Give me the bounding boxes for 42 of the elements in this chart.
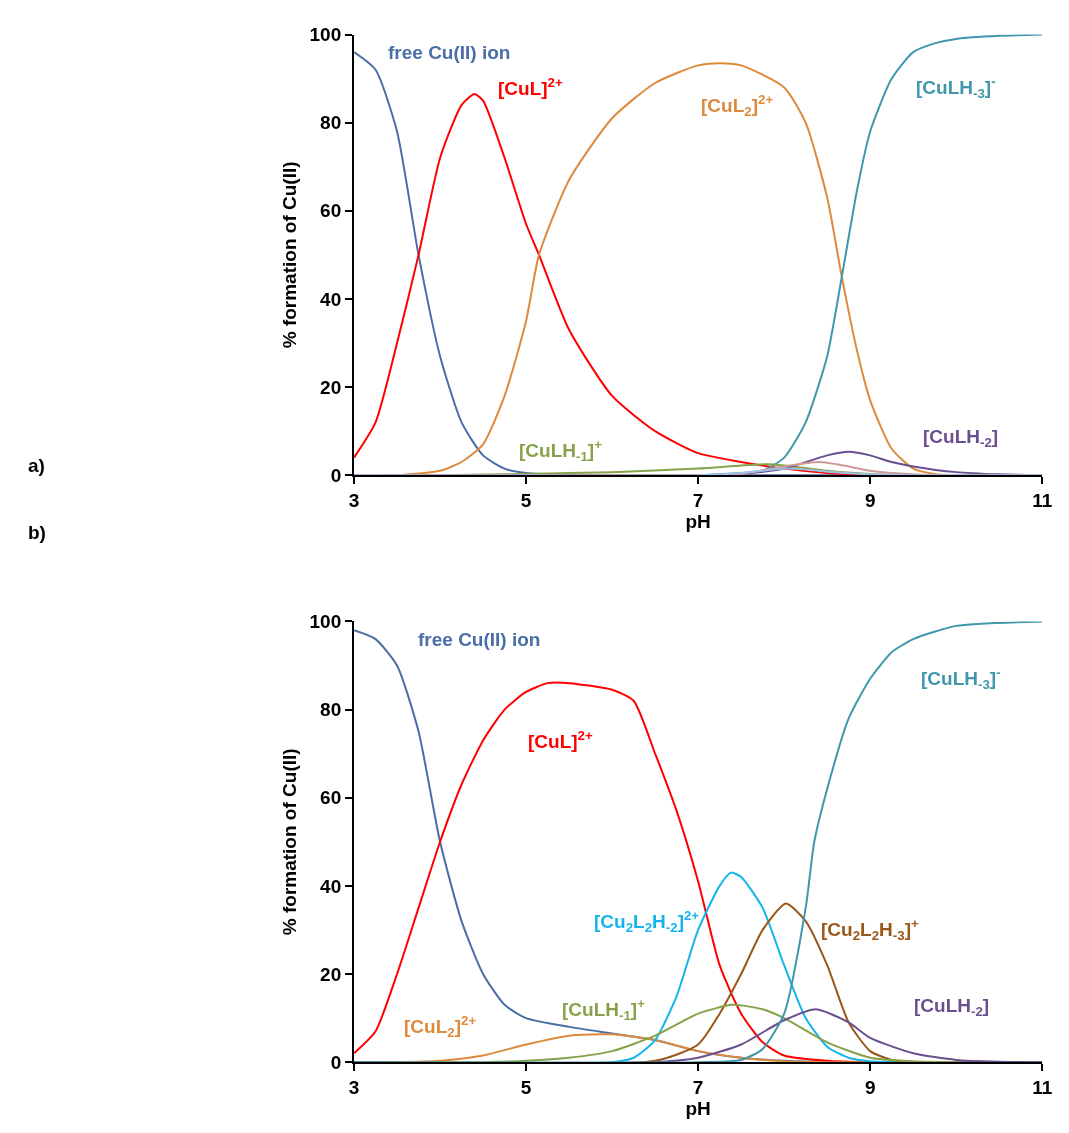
x-tick-label: 7: [692, 490, 704, 512]
x-tick-label: 9: [864, 490, 876, 512]
y-axis-title: % formation of Cu(II): [278, 161, 300, 349]
series-label: [Cu$_{2}$L$_{2}$H$_{-2}$]$^{2+}$: [594, 908, 700, 935]
series-label: free Cu(II) ion: [388, 42, 511, 63]
y-tick-label: 60: [320, 200, 342, 222]
series-label: [CuLH$_{-3}$]$^{-}$: [921, 665, 1001, 692]
y-tick-label: 0: [330, 1051, 342, 1073]
x-tick-label: 5: [520, 490, 532, 512]
y-tick-label: 80: [320, 112, 342, 134]
y-tick-label: 100: [309, 611, 342, 633]
series-label: [CuLH$_{-1}$]$^{+}$: [519, 437, 603, 464]
series-label: [CuLH$_{-2}$]: [923, 426, 999, 450]
x-axis-title: pH: [685, 1097, 711, 1119]
text: b): [28, 522, 46, 543]
x-tick-label: 3: [348, 490, 360, 512]
series-label: [CuLH$_{-3}$]$^{-}$: [916, 74, 996, 101]
x-tick-label: 11: [1032, 490, 1053, 512]
y-tick-label: 0: [330, 464, 342, 486]
series-label: [CuL]$^{2+}$: [498, 75, 563, 99]
y-tick-label: 40: [320, 875, 342, 897]
series-label: [CuLH$_{-2}$]: [914, 995, 990, 1019]
series-label: free Cu(II) ion: [418, 629, 541, 650]
y-tick-label: 60: [320, 787, 342, 809]
y-axis-title: % formation of Cu(II): [278, 748, 300, 936]
text: a): [28, 455, 45, 476]
series-label: [CuL$_{2}$]$^{2+}$: [701, 92, 774, 119]
x-tick-label: 11: [1032, 1076, 1053, 1098]
y-tick-label: 80: [320, 699, 342, 721]
x-axis-title: pH: [685, 511, 711, 533]
series-label: [CuL$_{2}$]$^{2+}$: [404, 1013, 477, 1040]
series-label: [Cu$_{2}$L$_{2}$H$_{-3}$]$^{+}$: [821, 916, 919, 943]
x-tick-label: 3: [348, 1076, 360, 1098]
y-tick-label: 100: [309, 24, 342, 46]
x-tick-label: 9: [864, 1076, 876, 1098]
series-label: [CuLH$_{-1}$]$^{+}$: [562, 996, 646, 1023]
x-tick-label: 5: [520, 1076, 532, 1098]
series-label: [CuL]$^{2+}$: [528, 728, 593, 752]
y-tick-label: 40: [320, 288, 342, 310]
y-tick-label: 20: [320, 376, 342, 398]
x-tick-label: 7: [692, 1076, 704, 1098]
y-tick-label: 20: [320, 963, 342, 985]
